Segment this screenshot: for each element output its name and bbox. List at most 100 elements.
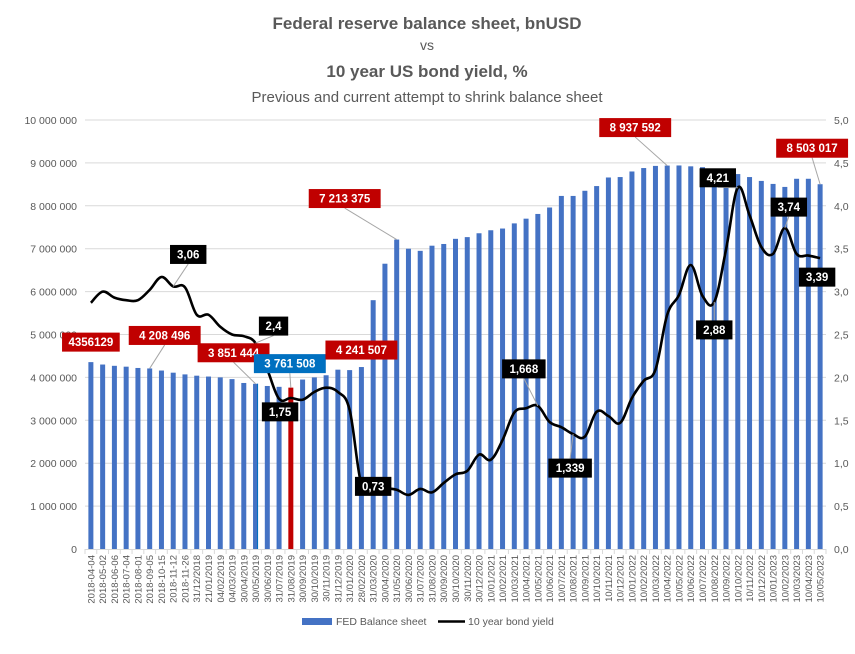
data-label: 1,75 [269, 407, 292, 419]
bar [182, 374, 187, 549]
x-tick-label: 30/09/2020 [439, 555, 450, 603]
data-label: 3 761 508 [264, 359, 316, 371]
y-tick-label: 8 000 000 [30, 201, 77, 213]
data-label-leader [718, 187, 738, 188]
x-tick-label: 2018-11-12 [169, 555, 180, 603]
x-tick-label: 2018-11-26 [180, 555, 191, 603]
bar [477, 233, 482, 549]
x-tick-label: 28/02/2020 [357, 555, 368, 603]
bar [629, 171, 634, 549]
x-tick-label: 10/05/2021 [533, 555, 544, 603]
bar [406, 249, 411, 549]
data-label-leader [234, 362, 256, 384]
x-tick-label: 31/07/2019 [275, 555, 286, 603]
bar [218, 377, 223, 549]
x-tick-label: 31/05/2020 [392, 555, 403, 603]
data-label-leader [635, 137, 667, 166]
bar [135, 368, 140, 549]
bar [594, 186, 599, 549]
x-tick-label: 2018-05-02 [98, 555, 109, 604]
bar [700, 167, 705, 549]
data-label: 4 208 496 [139, 330, 190, 342]
bar [418, 251, 423, 549]
y2-tick-label: 2,0 [834, 372, 849, 384]
bar [618, 177, 623, 549]
bar [771, 184, 776, 549]
legend: FED Balance sheet 10 year bond yield [302, 616, 554, 628]
y-tick-label: 6 000 000 [30, 287, 77, 299]
x-tick-label: 10/01/2023 [769, 555, 780, 603]
x-tick-label: 2018-07-04 [122, 555, 133, 604]
y2-tick-label: 4,0 [834, 201, 849, 213]
x-tick-label: 10/09/2021 [580, 555, 591, 603]
x-tick-label: 30/04/2019 [239, 555, 250, 603]
bar [735, 174, 740, 549]
x-tick-label: 10/08/2022 [710, 555, 721, 603]
chart-title-vs: vs [420, 37, 434, 53]
data-label: 3,06 [177, 249, 199, 261]
bar [724, 175, 729, 549]
bar [712, 169, 717, 549]
x-tick-label: 04/03/2019 [228, 555, 239, 603]
x-tick-label: 10/07/2021 [557, 555, 568, 603]
x-tick-label: 10/04/2023 [804, 555, 815, 603]
bar [688, 166, 693, 549]
bar [324, 375, 329, 549]
data-label: 3 851 444 [208, 348, 260, 360]
x-tick-label: 30/10/2020 [451, 555, 462, 603]
x-tick-label: 10/05/2022 [674, 555, 685, 603]
bar [88, 362, 93, 549]
bar [147, 368, 152, 549]
bar [500, 229, 505, 549]
bar [230, 379, 235, 549]
x-tick-label: 10/03/2023 [792, 555, 803, 603]
x-tick-label: 30/05/2019 [251, 555, 262, 603]
x-tick-label: 10/04/2022 [663, 555, 674, 603]
bar [159, 371, 164, 549]
bar [547, 208, 552, 549]
data-label: 8 503 017 [787, 143, 838, 155]
y-tick-label: 9 000 000 [30, 158, 77, 170]
x-tick-label: 2018-04-04 [86, 555, 97, 604]
x-tick-label: 31/08/2019 [286, 555, 297, 603]
data-label: 3,39 [806, 272, 828, 284]
x-tick-label: 21/01/2019 [204, 555, 215, 603]
y-tick-label: 0 [71, 544, 77, 556]
data-label-leader [173, 264, 188, 287]
x-tick-label: 2018-10-15 [157, 555, 168, 604]
x-tick-label: 31/08/2020 [427, 555, 438, 603]
x-tick-label: 30/06/2019 [263, 555, 274, 603]
bar [794, 179, 799, 549]
data-label: 2,4 [266, 321, 283, 333]
bar [312, 377, 317, 549]
x-tick-label: 31/12/2018 [192, 555, 203, 603]
data-label-leader [812, 158, 820, 185]
y2-tick-label: 3,0 [834, 287, 849, 299]
bar [747, 177, 752, 549]
bar [100, 365, 105, 549]
y2-tick-label: 0,0 [834, 544, 849, 556]
y2-tick-label: 0,5 [834, 501, 849, 513]
x-tick-label: 10/06/2022 [686, 555, 697, 603]
x-tick-label: 04/02/2019 [216, 555, 227, 603]
x-tick-label: 10/01/2021 [486, 555, 497, 603]
bar [347, 370, 352, 549]
x-tick-label: 10/02/2022 [639, 555, 650, 603]
y2-tick-label: 5,0 [834, 115, 849, 127]
data-label: 4 241 507 [336, 345, 387, 357]
legend-label-line: 10 year bond yield [468, 616, 554, 628]
x-tick-label: 10/10/2022 [733, 555, 744, 603]
data-label: 0,73 [362, 481, 384, 493]
bar [382, 264, 387, 549]
y-tick-label: 2 000 000 [30, 458, 77, 470]
bar [335, 370, 340, 549]
data-label: 4356129 [68, 337, 113, 349]
bar [641, 168, 646, 549]
bar [371, 300, 376, 549]
bar [606, 177, 611, 549]
y2-tick-label: 1,0 [834, 458, 849, 470]
bar [559, 196, 564, 549]
bar [571, 196, 576, 549]
